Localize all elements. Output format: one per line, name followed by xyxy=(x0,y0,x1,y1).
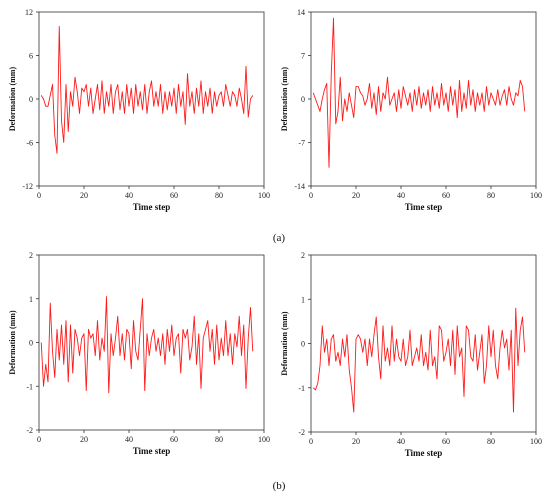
chart-4-x-tick-label: 80 xyxy=(487,437,495,446)
chart-1-x-axis-label: Time step xyxy=(133,202,171,212)
chart-3-series-line xyxy=(40,296,254,394)
chart-1-y-tick-label: -6 xyxy=(26,139,33,148)
chart-2-y-tick-label: -7 xyxy=(298,139,305,148)
chart-1-y-tick-label: 0 xyxy=(29,95,33,104)
chart-4-x-tick-label: 60 xyxy=(442,437,450,446)
chart-1-axes-frame xyxy=(38,11,265,187)
chart-1-x-tick-label: 20 xyxy=(80,191,88,200)
chart-3-x-tick-label: 20 xyxy=(80,435,88,444)
chart-1-x-tick-label: 80 xyxy=(215,191,223,200)
chart-4-series-line xyxy=(312,307,526,413)
chart-2-y-tick-label: 7 xyxy=(301,52,305,61)
chart-2-x-tick-label: 20 xyxy=(352,191,360,200)
chart-3-x-tick-label: 40 xyxy=(125,435,133,444)
chart-1-y-axis-label: Deformation (mm) xyxy=(8,67,17,132)
chart-4-y-tick-label: -1 xyxy=(298,384,305,393)
chart-4-x-axis-label: Time step xyxy=(405,448,443,458)
chart-4-y-tick-label: 2 xyxy=(301,251,305,260)
chart-3-y-tick-label: -1 xyxy=(26,382,33,391)
chart-1-x-tick-label: 0 xyxy=(37,191,41,200)
chart-3-x-tick-label: 0 xyxy=(37,435,41,444)
chart-1-series-line xyxy=(40,26,254,154)
chart-2-x-tick-label: 100 xyxy=(530,191,542,200)
chart-4-x-tick-label: 0 xyxy=(309,437,313,446)
chart-4-x-tick-label: 20 xyxy=(352,437,360,446)
chart-2-x-tick-label: 60 xyxy=(442,191,450,200)
chart-3-x-axis-label: Time step xyxy=(133,446,171,456)
chart-2-y-tick-label: 0 xyxy=(301,95,305,104)
chart-1-y-tick-label: 6 xyxy=(29,52,33,61)
chart-3-y-tick-label: 0 xyxy=(29,339,33,348)
chart-2-y-tick-label: 14 xyxy=(297,8,305,17)
chart-3-y-tick-label: -2 xyxy=(26,426,33,435)
chart-4-axes-frame xyxy=(310,254,537,433)
chart-3-x-tick-label: 60 xyxy=(170,435,178,444)
chart-2-series-line xyxy=(312,17,526,168)
chart-4-y-tick-label: 0 xyxy=(301,340,305,349)
chart-1-x-tick-label: 40 xyxy=(125,191,133,200)
chart-3-x-tick-label: 100 xyxy=(258,435,270,444)
chart-4-y-tick-label: 1 xyxy=(301,295,305,304)
chart-2-x-tick-label: 40 xyxy=(397,191,405,200)
caption-a: (a) xyxy=(273,232,286,244)
caption-b: (b) xyxy=(273,480,286,492)
chart-4-y-axis-label: Deformation (mm) xyxy=(280,311,289,376)
chart-2-x-axis-label: Time step xyxy=(405,202,443,212)
chart-2-y-axis-label: Deformation (mm) xyxy=(280,67,289,132)
chart-1-x-tick-label: 100 xyxy=(258,191,270,200)
chart-4-x-tick-label: 100 xyxy=(530,437,542,446)
chart-3-y-tick-label: 2 xyxy=(29,251,33,260)
chart-3-x-tick-label: 80 xyxy=(215,435,223,444)
chart-3-axes-frame xyxy=(38,254,265,431)
chart-2-x-tick-label: 0 xyxy=(309,191,313,200)
chart-1-y-tick-label: -12 xyxy=(22,182,33,191)
chart-1-x-tick-label: 60 xyxy=(170,191,178,200)
chart-2-y-tick-label: -14 xyxy=(294,182,305,191)
chart-4-y-tick-label: -2 xyxy=(298,428,305,437)
chart-2-x-tick-label: 80 xyxy=(487,191,495,200)
chart-4-x-tick-label: 40 xyxy=(397,437,405,446)
chart-3-y-tick-label: 1 xyxy=(29,295,33,304)
chart-1-y-tick-label: 12 xyxy=(25,8,33,17)
chart-3-y-axis-label: Deformation (mm) xyxy=(8,310,17,375)
